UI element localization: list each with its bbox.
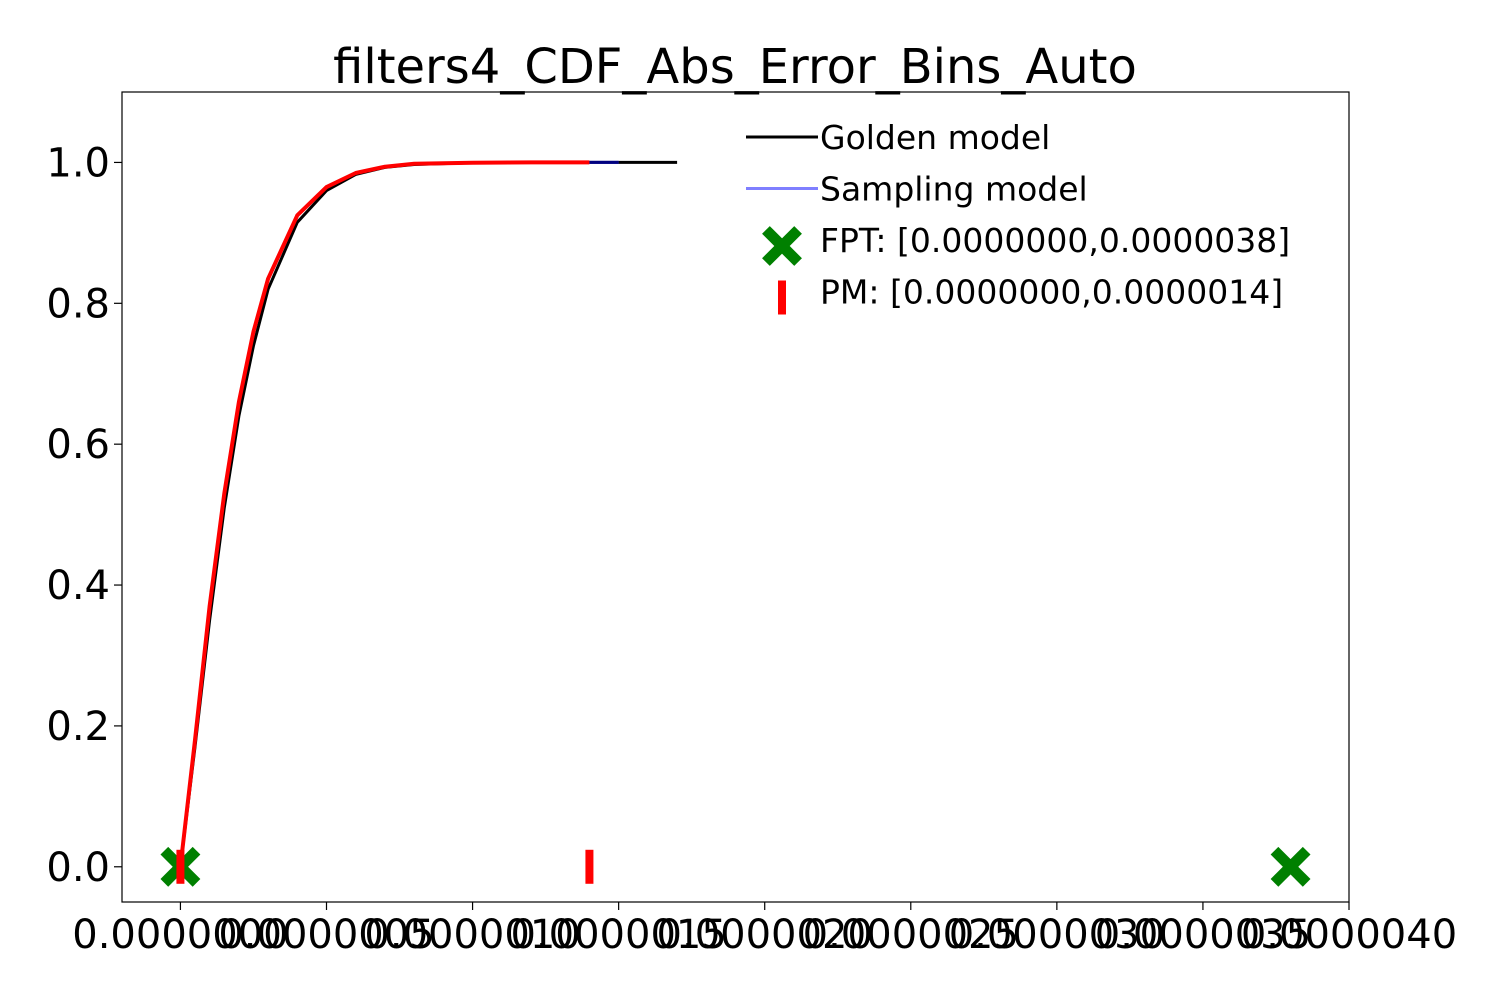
fpt-marker — [1270, 846, 1311, 887]
y-tick-label: 0.0 — [46, 845, 110, 891]
x-tick-label: 0.0000015 — [510, 912, 726, 958]
x-tick-label: 0.0000025 — [803, 912, 1019, 958]
x-tick-label: 0.0000020 — [657, 912, 873, 958]
y-tick-label: 0.8 — [46, 281, 110, 327]
y-tick-label: 0.4 — [46, 563, 110, 609]
plot-area — [160, 160, 1311, 887]
y-tick-label: 0.6 — [46, 422, 110, 468]
axes-frame — [121, 91, 1350, 903]
pm-marker — [585, 849, 594, 884]
legend-label-2: FPT: [0.0000000,0.0000038] — [820, 221, 1290, 260]
legend-fpt-marker-stroke — [762, 226, 802, 266]
chart-title: filters4_CDF_Abs_Error_Bins_Auto — [333, 39, 1137, 95]
series-line-2 — [178, 160, 590, 868]
x-tick-label: 0.0000010 — [364, 912, 580, 958]
x-tick-label: 0.0000035 — [1095, 912, 1311, 958]
y-tick-label: 0.2 — [46, 704, 110, 750]
x-tick-label: 0.0000030 — [949, 912, 1165, 958]
legend-label-0: Golden model — [820, 118, 1050, 157]
y-axis: 0.0 0.2 0.4 0.6 0.8 1.0 — [46, 140, 122, 891]
x-tick-label: 0.0000040 — [1241, 912, 1457, 958]
legend-pm-marker — [778, 280, 786, 315]
x-tick-label: 0.0000000 — [72, 912, 288, 958]
series-line-0 — [178, 160, 678, 867]
legend-label-1: Sampling model — [820, 170, 1088, 209]
y-tick-label: 1.0 — [46, 140, 110, 186]
x-axis: 0.00000000.00000050.00000100.00000150.00… — [72, 902, 1457, 958]
legend-label-3: PM: [0.0000000,0.0000014] — [820, 273, 1283, 312]
series-line-1 — [178, 160, 619, 867]
legend: Golden model Sampling model FPT: [0.000000… — [746, 118, 1290, 315]
legend-fpt-marker — [762, 226, 802, 266]
x-tick-label: 0.0000005 — [218, 912, 434, 958]
fpt-marker-stroke — [1270, 846, 1311, 887]
pm-marker — [176, 849, 185, 884]
